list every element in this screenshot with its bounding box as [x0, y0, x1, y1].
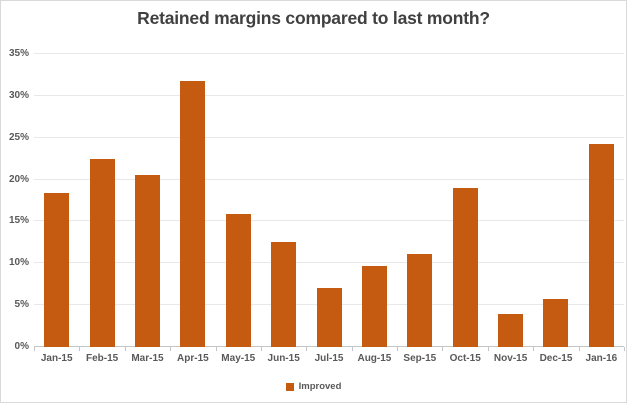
bar-category-Jan-16 [579, 54, 624, 347]
gridline [34, 53, 624, 54]
x-tick-label: Aug-15 [357, 353, 392, 364]
gridline [34, 178, 624, 180]
gridline [34, 262, 624, 264]
x-tick-label: Mar-15 [131, 353, 164, 364]
x-tick-mark [442, 347, 444, 351]
bar-category-Apr-15 [170, 54, 215, 347]
bar-Mar-15 [134, 175, 160, 347]
x-tick-label: Apr-15 [177, 353, 209, 364]
x-tick-label: Nov-15 [493, 353, 528, 364]
y-tick-label: 25% [8, 131, 29, 143]
x-tick-mark [34, 347, 35, 351]
bar-Sep-15 [407, 254, 433, 347]
bar-Nov-15 [498, 313, 524, 347]
bar-Dec-15 [543, 299, 569, 347]
y-tick-label: 15% [8, 215, 29, 227]
x-tick-mark [306, 347, 308, 351]
y-tick-label: 20% [8, 173, 29, 185]
y-tick-label: 10% [8, 257, 29, 269]
gridline [34, 94, 624, 96]
bar-Jan-16 [588, 143, 614, 347]
chart-title: Retained margins compared to last month? [137, 8, 490, 28]
x-tick-label: Jun-15 [267, 353, 300, 364]
x-tick-mark [215, 347, 217, 351]
bar-Jan-15 [44, 192, 70, 347]
bar-category-Dec-15 [533, 54, 578, 347]
x-tick-label: Sep-15 [403, 353, 437, 364]
bar-category-Feb-15 [79, 54, 124, 347]
bar-series [34, 54, 624, 347]
y-tick-label: 35% [8, 48, 29, 59]
gridline [34, 220, 624, 222]
legend-label: Improved [298, 381, 342, 392]
bar-Oct-15 [452, 187, 478, 347]
y-axis-labels: 0% 5% 10% 15% 20% 25% 30% 35% [1, 49, 29, 352]
bar-category-May-15 [216, 54, 261, 347]
bar-May-15 [225, 213, 251, 347]
x-tick-label: Jan-16 [585, 353, 618, 364]
x-tick-label: Jul-15 [314, 353, 344, 364]
x-tick-label: Dec-15 [539, 353, 573, 364]
legend: Improved [1, 382, 626, 392]
bar-Apr-15 [180, 80, 206, 347]
bar-category-Mar-15 [125, 54, 170, 347]
x-tick-label: Jan-15 [40, 353, 73, 364]
x-tick-mark [124, 347, 126, 351]
x-axis-labels: Jan-15 Feb-15 Mar-15 Apr-15 May-15 Jun-15 Jul-… [34, 353, 624, 364]
x-tick-mark [79, 347, 81, 351]
bar-category-Jun-15 [261, 54, 306, 347]
x-tick-mark [170, 347, 172, 351]
x-tick-label: Oct-15 [449, 353, 481, 364]
y-tick-label: 0% [14, 341, 29, 352]
x-axis-ticks [34, 347, 625, 351]
x-tick-label: May-15 [221, 353, 256, 364]
bar-Jul-15 [316, 288, 342, 347]
bar-category-Jan-15 [34, 54, 79, 347]
gridline [34, 136, 624, 138]
bar-category-Jul-15 [306, 54, 351, 347]
x-tick-mark [578, 347, 580, 351]
x-tick-mark [260, 347, 262, 351]
x-tick-mark [487, 347, 489, 351]
y-tick-label: 30% [8, 89, 29, 101]
bar-category-Oct-15 [443, 54, 488, 347]
x-tick-mark [624, 347, 625, 351]
bar-Aug-15 [361, 265, 387, 347]
x-tick-mark [351, 347, 353, 351]
x-tick-mark [533, 347, 535, 351]
bar-Feb-15 [89, 158, 115, 347]
bar-Jun-15 [271, 242, 297, 347]
bar-category-Sep-15 [397, 54, 442, 347]
x-tick-label: Feb-15 [85, 353, 119, 364]
y-tick-label: 5% [14, 299, 29, 311]
bar-category-Aug-15 [352, 54, 397, 347]
x-tick-mark [397, 347, 399, 351]
legend-marker-improved-icon [285, 383, 294, 391]
bar-category-Nov-15 [488, 54, 533, 347]
